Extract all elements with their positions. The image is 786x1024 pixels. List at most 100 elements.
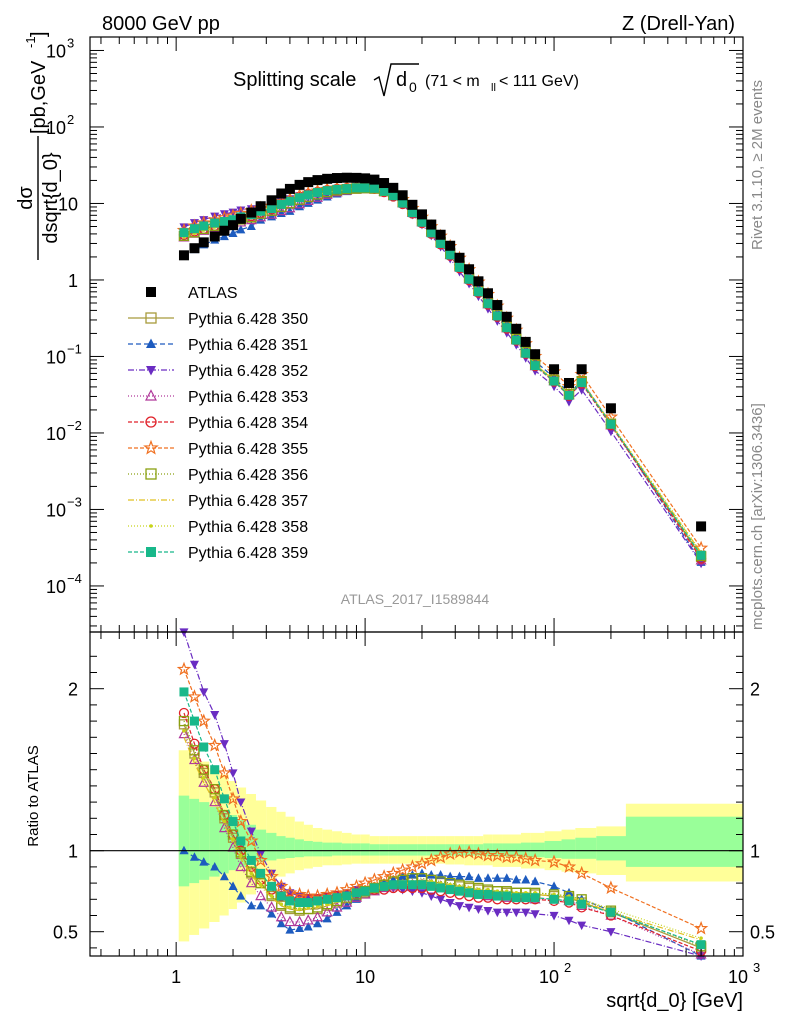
band-green-bin (520, 842, 531, 858)
series-8-ratio-point (249, 871, 254, 876)
series-2-ratio-point (246, 827, 256, 837)
series-9-point (417, 217, 427, 227)
series-9-point (210, 218, 220, 228)
series-1-ratio-point (210, 861, 220, 871)
series-5-ratio-point (187, 689, 202, 703)
series-9-ratio-point (455, 886, 465, 896)
series-9-point (521, 348, 531, 358)
x-tick-label-exponent: 2 (564, 960, 571, 975)
series-9-point (398, 198, 408, 208)
series-1-point (246, 221, 256, 230)
series-9-point (473, 287, 483, 297)
y-tick-label: 10 (46, 41, 66, 61)
series-2-point (577, 386, 587, 395)
y-label-top: dσ dsqrt{d_0} [pb,GeV -1 ] (15, 31, 62, 260)
series-9-ratio-point (189, 716, 199, 726)
atlas-point (454, 252, 465, 263)
title-range-open: (71 < m (425, 73, 480, 90)
y-tick-label-exponent: −4 (67, 571, 82, 586)
series-9-point (369, 183, 379, 193)
series-5-ratio-point (274, 878, 289, 893)
series-2-ratio-point (464, 903, 474, 913)
series-5-ratio-point (603, 880, 619, 895)
series-2-point (189, 219, 199, 228)
atlas-point (696, 521, 707, 532)
series-1-point (285, 206, 295, 215)
series-1-point (228, 228, 238, 238)
series-9-ratio-point (236, 836, 246, 846)
side-label-top: Rivet 3.1.10, ≥ 2M events (749, 80, 766, 250)
atlas-point (235, 213, 246, 224)
legend-label-2: Pythia 6.428 352 (188, 363, 308, 380)
series-2-point (199, 216, 209, 225)
series-9-point (219, 217, 229, 227)
series-5-ratio-point (395, 862, 410, 877)
series-4-ratio-point (178, 707, 190, 719)
band-green-bin (426, 844, 436, 856)
series-5-ratio-point (367, 872, 382, 886)
series-1-ratio-point (267, 908, 277, 918)
atlas-point (416, 209, 427, 220)
series-8-ratio-point (258, 882, 263, 887)
series-5-ratio-point (244, 833, 259, 848)
atlas-point (198, 237, 209, 248)
atlas-point (294, 179, 305, 190)
series-1-ratio-point (502, 873, 512, 882)
atlas-point (360, 173, 371, 184)
atlas-point (266, 195, 277, 206)
series-9-point (322, 186, 332, 196)
legend-label-8: Pythia 6.428 358 (188, 519, 308, 536)
atlas-point (445, 240, 456, 251)
series-5-ratio-point (490, 847, 505, 862)
atlas-point (228, 220, 239, 231)
series-8-ratio-point (231, 837, 235, 842)
atlas-point (284, 183, 295, 194)
band-green-bin (341, 843, 352, 856)
legend-marker-8 (149, 524, 153, 528)
plot-title: Splitting scale d 0 (71 < m ll < 111 GeV… (233, 63, 579, 97)
series-9-ratio-point (351, 888, 361, 898)
series-5-ratio-point (509, 849, 524, 864)
series-9-point (530, 361, 540, 371)
atlas-point (388, 182, 399, 193)
series-2-point (179, 223, 189, 232)
legend-marker-0 (145, 312, 157, 324)
atlas-point (564, 377, 575, 388)
series-3-ratio-point (198, 776, 210, 787)
title-sym: d (396, 69, 407, 91)
series-2-ratio-point (473, 905, 483, 914)
series-9-point (228, 215, 238, 225)
band-green-bin (312, 841, 323, 857)
atlas-point (255, 201, 266, 212)
series-6-ratio-point (189, 745, 200, 756)
atlas-point (492, 300, 503, 311)
band-green-bin (561, 839, 576, 859)
band-green-bin (388, 844, 398, 856)
series-9-point (199, 221, 209, 231)
header-left: 8000 GeV pp (102, 13, 220, 35)
series-1-ratio-point (295, 923, 305, 933)
legend-label-0: Pythia 6.428 350 (188, 311, 308, 328)
legend-label-3: Pythia 6.428 353 (188, 389, 308, 406)
series-3-ratio-point (266, 901, 278, 912)
y-label-bottom: Ratio to ATLAS (25, 745, 42, 846)
series-1-ratio-point (322, 913, 332, 923)
series-9-ratio-point (267, 881, 277, 891)
series-9-point (267, 204, 277, 214)
y-label-denominator: dsqrt{d_0} (40, 152, 62, 244)
series-2-ratio-point (179, 628, 189, 637)
series-9-ratio-point (407, 880, 417, 890)
atlas-point (473, 276, 484, 287)
legend: ATLAS Pythia 6.428 350 Pythia 6.428 351 Pyt… (128, 285, 308, 562)
series-2-point (219, 210, 229, 219)
series-3-point (294, 197, 306, 209)
uncertainty-bands (178, 750, 743, 942)
series-9-ratio-point (369, 883, 379, 893)
title-sub: 0 (409, 79, 417, 95)
atlas-point (379, 178, 390, 189)
x-tick-label: 10 (728, 967, 748, 987)
legend-label-5: Pythia 6.428 355 (188, 441, 308, 458)
band-green-bin (530, 842, 545, 858)
series-1-ratio-point (256, 900, 266, 910)
legend-marker-5 (143, 439, 159, 455)
